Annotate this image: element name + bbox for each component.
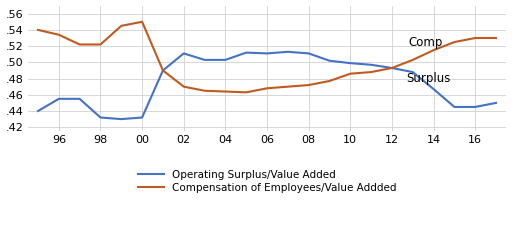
Text: Surplus: Surplus [407,72,451,85]
Line: Operating Surplus/Value Added: Operating Surplus/Value Added [38,52,496,119]
Operating Surplus/Value Added [181,52,187,55]
Compensation of Employees/Value Addded [56,33,62,36]
Operating Surplus/Value Added [118,118,124,120]
Operating Surplus/Value Added [431,88,437,90]
Operating Surplus/Value Added [77,97,83,100]
Compensation of Employees/Value Addded [368,70,374,74]
Operating Surplus/Value Added [451,106,457,108]
Compensation of Employees/Value Addded [306,84,312,86]
Compensation of Employees/Value Addded [118,24,124,27]
Operating Surplus/Value Added [285,50,291,53]
Compensation of Employees/Value Addded [389,66,395,70]
Compensation of Employees/Value Addded [451,40,457,43]
Operating Surplus/Value Added [35,110,41,112]
Text: Comp: Comp [409,36,443,49]
Compensation of Employees/Value Addded [493,36,499,40]
Operating Surplus/Value Added [56,97,62,100]
Operating Surplus/Value Added [139,116,145,119]
Operating Surplus/Value Added [306,52,312,55]
Compensation of Employees/Value Addded [243,91,249,94]
Legend: Operating Surplus/Value Added, Compensation of Employees/Value Addded: Operating Surplus/Value Added, Compensat… [136,168,398,195]
Operating Surplus/Value Added [347,62,353,65]
Compensation of Employees/Value Addded [35,28,41,32]
Operating Surplus/Value Added [264,52,270,55]
Compensation of Employees/Value Addded [264,87,270,90]
Compensation of Employees/Value Addded [181,85,187,88]
Operating Surplus/Value Added [368,63,374,66]
Compensation of Employees/Value Addded [472,36,478,40]
Compensation of Employees/Value Addded [222,90,228,93]
Operating Surplus/Value Added [202,58,208,61]
Operating Surplus/Value Added [472,106,478,108]
Compensation of Employees/Value Addded [77,43,83,46]
Operating Surplus/Value Added [410,70,416,74]
Operating Surplus/Value Added [243,51,249,54]
Compensation of Employees/Value Addded [139,20,145,23]
Compensation of Employees/Value Addded [285,85,291,88]
Compensation of Employees/Value Addded [97,43,103,46]
Line: Compensation of Employees/Value Addded: Compensation of Employees/Value Addded [38,22,496,92]
Operating Surplus/Value Added [222,58,228,61]
Compensation of Employees/Value Addded [160,69,166,72]
Compensation of Employees/Value Addded [327,80,333,82]
Operating Surplus/Value Added [160,69,166,72]
Compensation of Employees/Value Addded [347,72,353,75]
Operating Surplus/Value Added [389,66,395,70]
Compensation of Employees/Value Addded [410,58,416,61]
Operating Surplus/Value Added [327,59,333,62]
Operating Surplus/Value Added [493,102,499,104]
Compensation of Employees/Value Addded [202,89,208,92]
Operating Surplus/Value Added [97,116,103,119]
Compensation of Employees/Value Addded [431,49,437,52]
